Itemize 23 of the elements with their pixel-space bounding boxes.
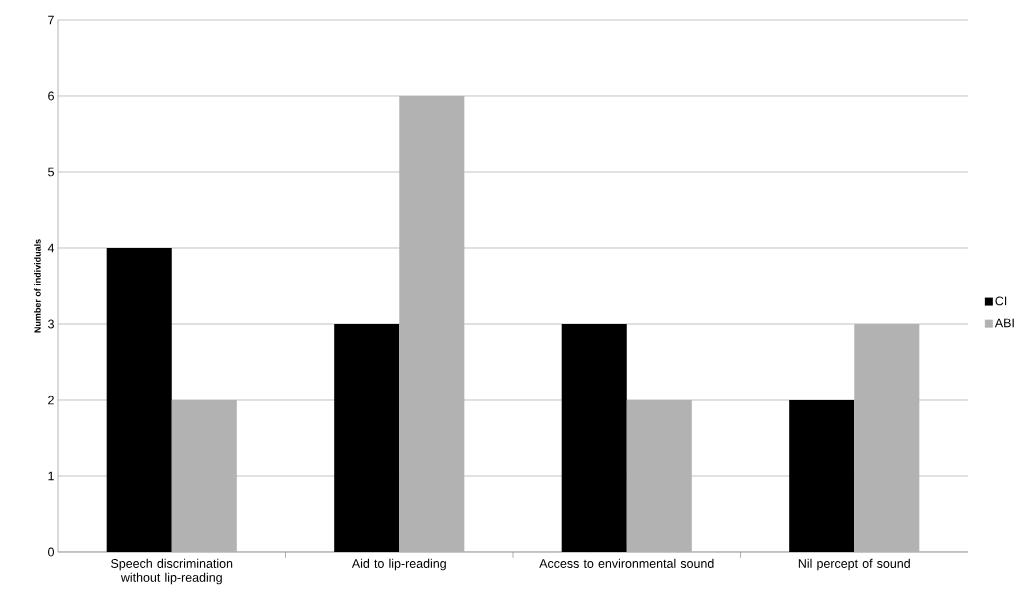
legend-label: CI	[995, 296, 1007, 306]
x-tick-label: Aid to lip-reading	[351, 558, 446, 571]
y-tick-label: 5	[48, 167, 54, 177]
y-tick-label: 4	[47, 243, 55, 253]
bar	[626, 399, 692, 552]
bar	[106, 247, 172, 552]
y-axis-title: Number of individuals	[34, 239, 41, 333]
legend-label: ABI	[994, 318, 1014, 328]
bar	[334, 323, 400, 552]
y-tick-label: 0	[48, 547, 54, 557]
x-tick-label: Speech discrimination without lip-reading	[111, 558, 233, 585]
bar	[789, 399, 855, 552]
x-tick-label: Nil percept of sound	[798, 558, 910, 571]
y-tick-label: 3	[48, 319, 54, 329]
y-tick-label: 1	[48, 471, 54, 481]
bar	[399, 95, 465, 552]
bar	[561, 323, 627, 552]
y-tick-label: 7	[48, 15, 54, 25]
y-tick-label: 6	[48, 91, 54, 101]
bar	[854, 323, 920, 552]
y-tick-label: 2	[48, 395, 54, 405]
x-tick-label: Access to environmental sound	[539, 558, 714, 568]
bar	[171, 399, 237, 552]
